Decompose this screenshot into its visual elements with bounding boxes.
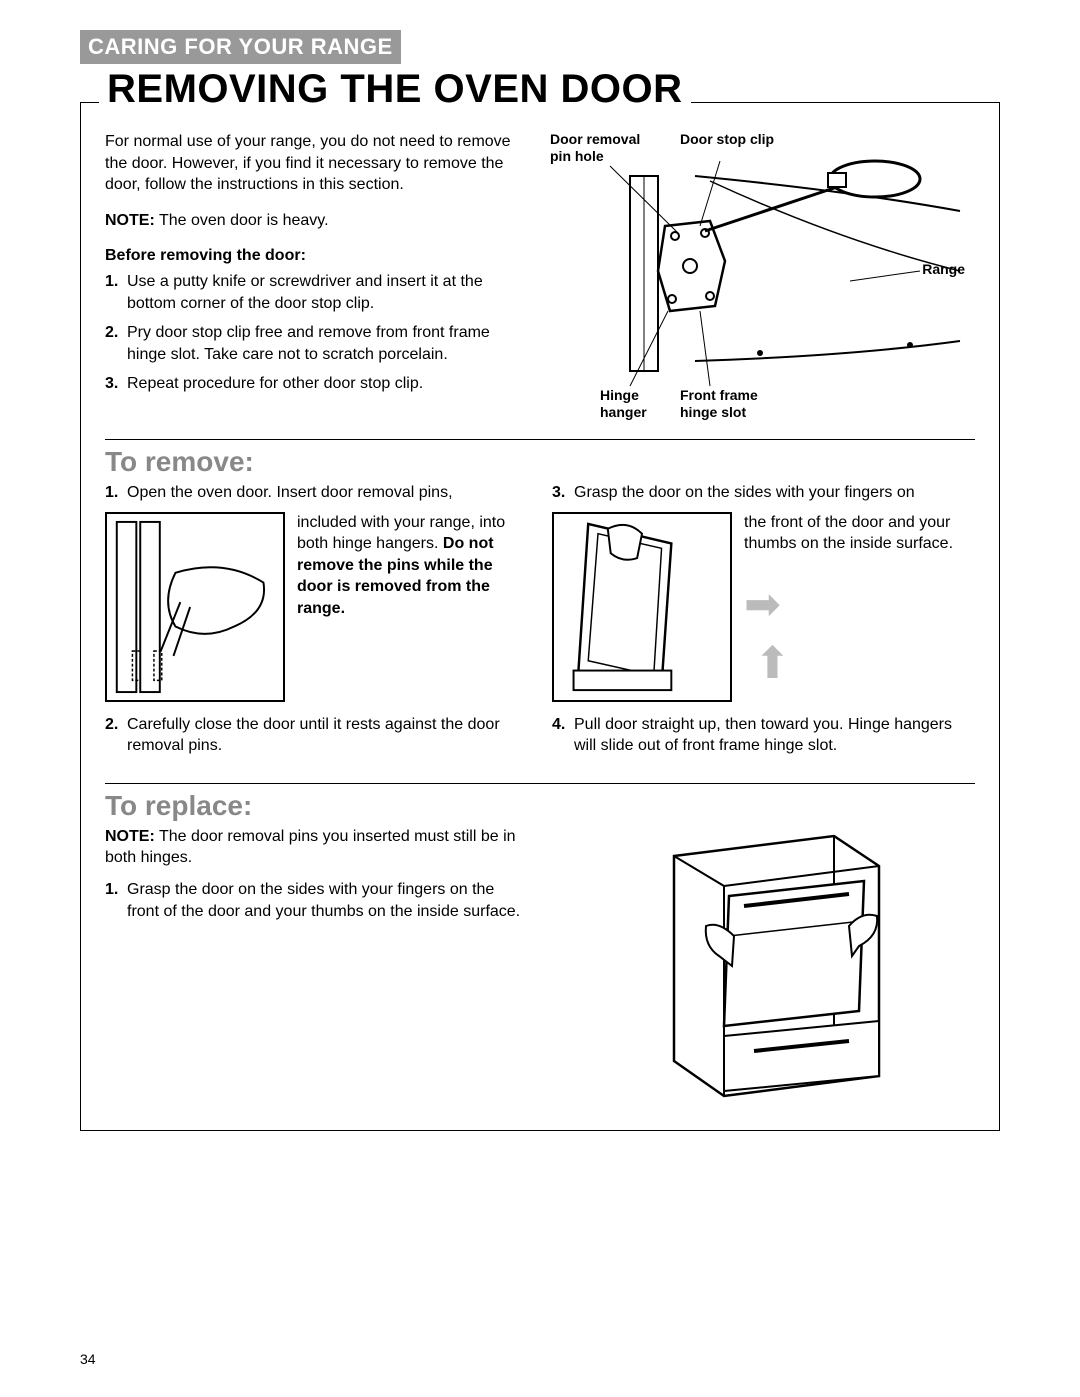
remove-col-right: 3.Grasp the door on the sides with your … [552, 482, 975, 765]
replace-heading: To replace: [105, 790, 975, 822]
page-number: 34 [80, 1351, 96, 1367]
remove-col-left: 1.Open the oven door. Insert door remova… [105, 482, 528, 765]
remove-heading: To remove: [105, 446, 975, 478]
arrow-up-icon: ⬆ [754, 639, 791, 688]
figure-grasp-door [552, 512, 732, 702]
divider [105, 439, 975, 440]
main-frame: REMOVING THE OVEN DOOR For normal use of… [80, 102, 1000, 1131]
arrow-right-icon: ➡ [744, 580, 781, 629]
intro-text: For normal use of your range, you do not… [105, 131, 530, 196]
intro-column: For normal use of your range, you do not… [105, 131, 530, 421]
replace-figure-area [552, 826, 975, 1106]
hinge-diagram: Door removal pin hole Door stop clip Ran… [550, 131, 975, 421]
figure-replace-door [634, 826, 894, 1106]
replace-text: NOTE: The door removal pins you inserted… [105, 826, 528, 1106]
page-title: REMOVING THE OVEN DOOR [99, 67, 691, 112]
before-heading: Before removing the door: [105, 245, 530, 267]
note-line: NOTE: The oven door is heavy. [105, 210, 530, 232]
before-steps: 1.Use a putty knife or screwdriver and i… [105, 271, 530, 395]
diagram-column: Door removal pin hole Door stop clip Ran… [550, 131, 975, 421]
hinge-diagram-svg [550, 131, 970, 421]
divider [105, 783, 975, 784]
arrow-icons: ➡ ⬆ [744, 575, 975, 694]
section-header: CARING FOR YOUR RANGE [80, 30, 401, 64]
step1-continuation: included with your range, into both hing… [297, 512, 528, 620]
figure-insert-pin [105, 512, 285, 702]
step3-continuation: the front of the door and your thumbs on… [744, 512, 975, 555]
